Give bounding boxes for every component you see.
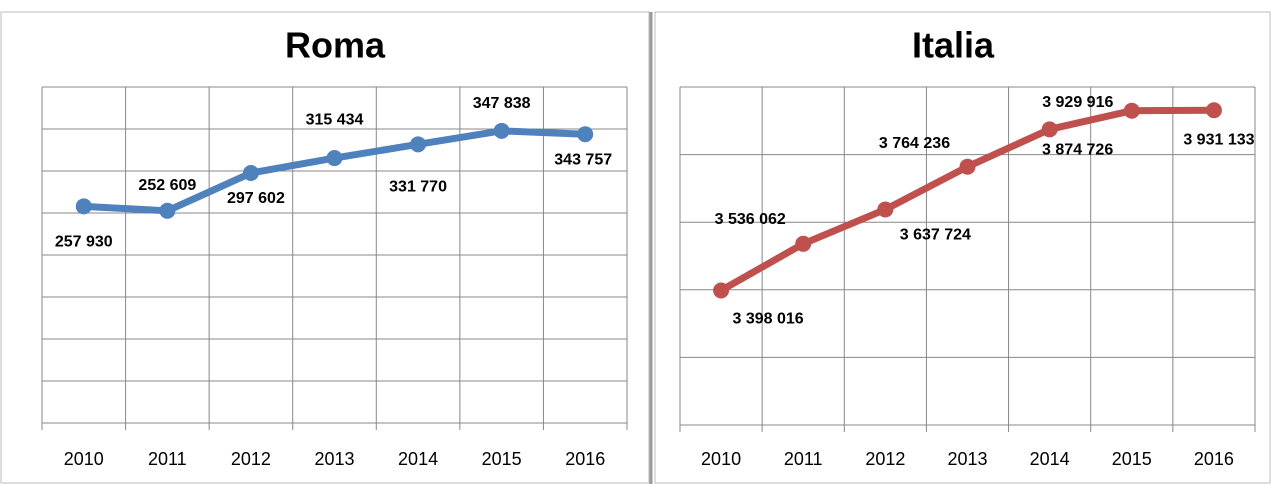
x-tick-label: 2012 xyxy=(231,449,271,469)
data-label: 3 536 062 xyxy=(715,211,786,228)
x-tick-label: 2013 xyxy=(947,449,987,469)
data-label: 252 609 xyxy=(138,177,196,194)
x-tick-label: 2015 xyxy=(1112,449,1152,469)
data-label: 3 637 724 xyxy=(900,227,971,244)
chart-title: Italia xyxy=(912,25,995,66)
panel xyxy=(0,11,650,484)
marker xyxy=(713,282,730,299)
x-tick-label: 2016 xyxy=(1194,449,1234,469)
chart-title: Roma xyxy=(285,25,386,66)
marker xyxy=(795,235,812,252)
data-label: 3 929 916 xyxy=(1042,94,1113,111)
x-tick-label: 2010 xyxy=(701,449,741,469)
data-label: 3 931 133 xyxy=(1183,131,1254,148)
x-tick-label: 2011 xyxy=(784,449,823,469)
marker xyxy=(75,198,92,215)
x-tick-label: 2013 xyxy=(314,449,354,469)
x-tick-label: 2010 xyxy=(64,449,104,469)
data-label: 315 434 xyxy=(306,111,364,128)
x-tick-label: 2015 xyxy=(482,449,522,469)
marker xyxy=(410,136,427,153)
x-tick-label: 2014 xyxy=(1030,449,1070,469)
data-label: 331 770 xyxy=(389,179,447,196)
marker xyxy=(326,150,343,167)
marker xyxy=(1205,102,1222,119)
x-tick-label: 2011 xyxy=(148,449,187,469)
data-label: 3 398 016 xyxy=(732,311,803,328)
data-label: 297 602 xyxy=(227,190,285,207)
marker xyxy=(1041,121,1058,138)
marker xyxy=(1123,102,1140,119)
marker xyxy=(577,126,594,143)
x-tick-label: 2012 xyxy=(865,449,905,469)
marker xyxy=(159,202,176,219)
data-label: 347 838 xyxy=(473,95,531,112)
data-label: 3 764 236 xyxy=(879,135,950,152)
data-label: 3 874 726 xyxy=(1042,142,1113,159)
panel xyxy=(654,11,1271,484)
x-tick-label: 2016 xyxy=(565,449,605,469)
marker xyxy=(959,158,976,175)
x-tick-label: 2014 xyxy=(398,449,438,469)
data-label: 343 757 xyxy=(554,151,612,168)
marker xyxy=(242,165,259,182)
data-label: 257 930 xyxy=(55,234,113,251)
marker xyxy=(493,122,510,139)
marker xyxy=(877,201,894,218)
